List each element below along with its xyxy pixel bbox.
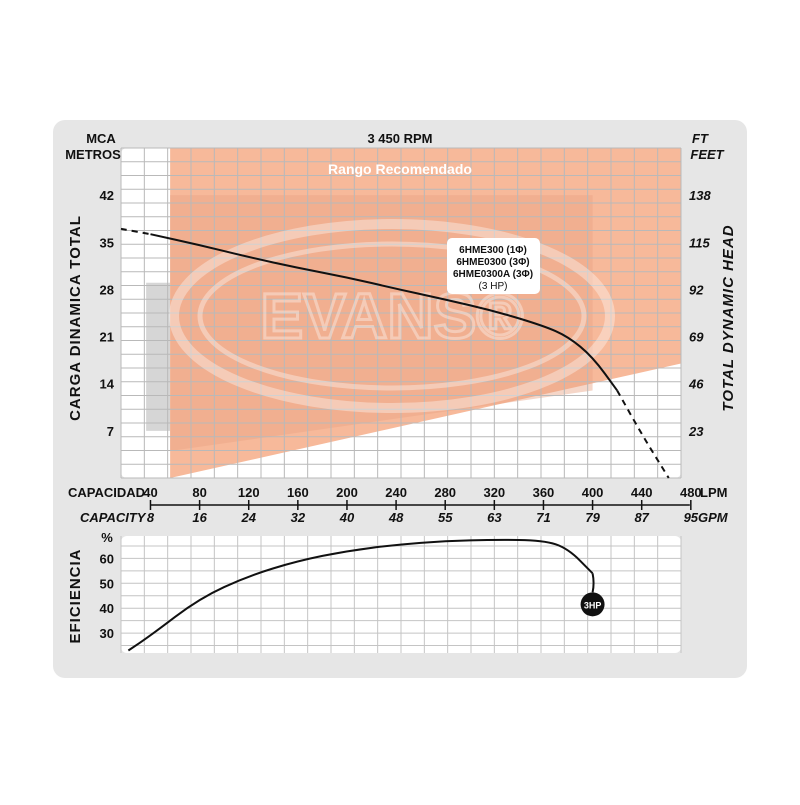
- x-tick-label-secondary: 87: [634, 510, 649, 525]
- x-tick-label: 200: [336, 485, 358, 500]
- efficiency-badge-label: 3HP: [584, 600, 602, 610]
- watermark-ellipse-outer: [169, 219, 615, 413]
- right-unit-ft: FT: [692, 131, 709, 146]
- x-tick-label: 480: [680, 485, 702, 500]
- y-axis-title-right: TOTAL DYNAMIC HEAD: [720, 224, 737, 411]
- efficiency-tick-label: 60: [100, 551, 114, 566]
- head-plot: EVANS® Rango Recomendado 6HME300 (1Φ) 6H…: [100, 147, 711, 479]
- curve-label-line-4: (3 HP): [479, 281, 508, 292]
- x-tick-label: 400: [582, 485, 604, 500]
- x-tick-label-secondary: 63: [487, 510, 502, 525]
- y-tick-label-secondary: 115: [689, 235, 710, 250]
- x-tick-label-secondary: 24: [240, 510, 256, 525]
- rpm-label: 3 450 RPM: [367, 131, 432, 146]
- x-tick-label-secondary: 95: [684, 510, 699, 525]
- x-tick-label-secondary: 16: [192, 510, 207, 525]
- y-tick-label-secondary: 138: [689, 188, 711, 203]
- x-tick-label: 320: [483, 485, 505, 500]
- x-unit-lpm: LPM: [700, 485, 727, 500]
- efficiency-badge-connector: [591, 573, 595, 593]
- x-tick-label: 80: [192, 485, 206, 500]
- efficiency-tick-label: 30: [100, 626, 114, 641]
- x-tick-label-secondary: 79: [585, 510, 600, 525]
- y-tick-label: 21: [100, 330, 114, 345]
- curve-label-line-1: 6HME300 (1Φ): [459, 245, 527, 256]
- efficiency-tick-label: 50: [100, 576, 114, 591]
- left-unit-metros: METROS: [65, 147, 121, 162]
- x-tick-label-secondary: 32: [291, 510, 306, 525]
- y-tick-label-secondary: 69: [689, 330, 704, 345]
- x-tick-label: 280: [434, 485, 456, 500]
- efficiency-plot: 3HP 30 40 50 60: [100, 536, 682, 653]
- y-tick-label: 28: [100, 282, 114, 297]
- x-tick-label: 120: [238, 485, 260, 500]
- head-curve-dashed-start: [120, 227, 151, 236]
- head-curve-solid: [150, 233, 618, 392]
- x-tick-label-secondary: 8: [147, 510, 155, 525]
- y-tick-label: 35: [100, 235, 114, 250]
- x-tick-label-secondary: 40: [339, 510, 355, 525]
- curve-label-box: 6HME300 (1Φ) 6HME0300 (3Φ) 6HME0300A (3Φ…: [447, 238, 540, 294]
- efficiency-curve: [127, 538, 594, 652]
- watermark-ellipse-inner: [197, 241, 587, 391]
- x-tick-label: 160: [287, 485, 309, 500]
- y-tick-label: 42: [100, 188, 114, 203]
- y-tick-label: 14: [100, 377, 115, 392]
- x-tick-label-secondary: 48: [388, 510, 404, 525]
- x-tick-label: 440: [631, 485, 653, 500]
- right-unit-feet: FEET: [690, 147, 724, 162]
- head-curve-dashed-end: [616, 389, 670, 479]
- curve-label-line-3: 6HME0300A (3Φ): [453, 269, 533, 280]
- y-tick-label: 7: [107, 424, 114, 439]
- y-tick-label-secondary: 92: [689, 282, 704, 297]
- efficiency-tick-label: 40: [100, 601, 114, 616]
- x-tick-label-secondary: 55: [438, 510, 453, 525]
- x-axis-title-capacity: CAPACITY: [80, 510, 147, 525]
- x-tick-label-secondary: 71: [536, 510, 550, 525]
- x-axis-title-capacidad: CAPACIDAD: [68, 485, 145, 500]
- x-tick-label: 40: [143, 485, 157, 500]
- curve-label-line-2: 6HME0300 (3Φ): [456, 257, 529, 268]
- efficiency-axis-title: EFICIENCIA: [67, 548, 84, 643]
- y-tick-label-secondary: 23: [688, 424, 704, 439]
- watermark-shadow: [146, 282, 171, 431]
- efficiency-unit-percent: %: [101, 530, 113, 545]
- x-tick-label: 240: [385, 485, 407, 500]
- left-unit-mca: MCA: [86, 131, 116, 146]
- x-unit-gpm: GPM: [698, 510, 729, 525]
- x-tick-label: 360: [533, 485, 555, 500]
- y-axis-title-left: CARGA DINAMICA TOTAL: [67, 215, 84, 421]
- efficiency-badge: [580, 592, 605, 617]
- y-tick-label-secondary: 46: [688, 377, 704, 392]
- recommended-range-label: Rango Recomendado: [328, 161, 472, 177]
